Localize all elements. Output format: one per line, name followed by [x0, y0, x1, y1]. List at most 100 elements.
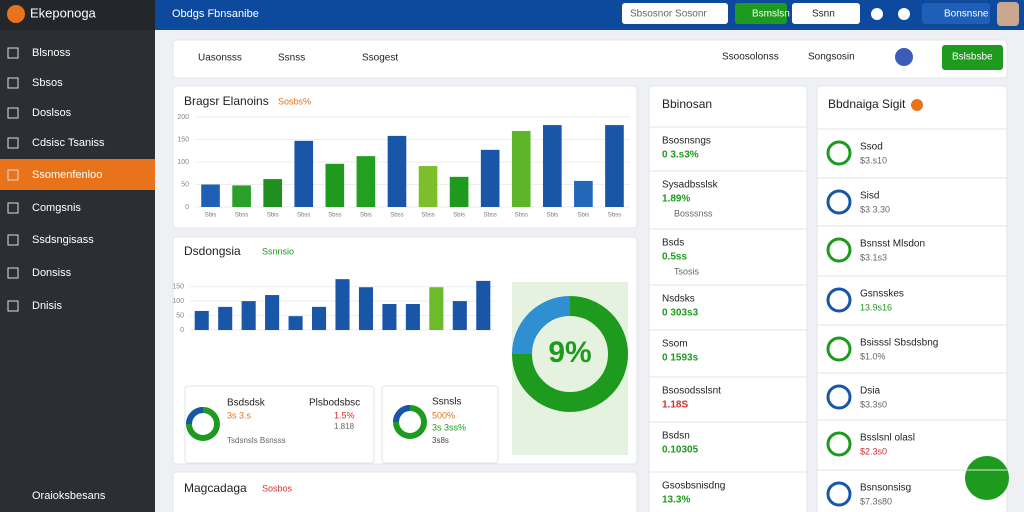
list-label[interactable]: Sisd	[860, 191, 879, 202]
list-card	[816, 85, 1008, 512]
list-label[interactable]: Gsnsskes	[860, 289, 904, 300]
card-title: Bbdnaiga Sigit	[828, 97, 906, 111]
button-label: Bsmslsn	[752, 9, 790, 20]
bar	[476, 280, 491, 330]
list-label[interactable]: Bsnsst Mlsdon	[860, 239, 925, 250]
icon[interactable]	[871, 8, 883, 20]
item-icon	[826, 336, 852, 362]
app-name: Ekeponoga	[30, 5, 97, 20]
nav-icon[interactable]	[7, 77, 19, 89]
card-title: Magcadaga	[184, 481, 247, 495]
mini-sub: 3s8s	[432, 436, 449, 445]
nav-item[interactable]: Blsnoss	[32, 47, 71, 59]
item-icon	[826, 189, 852, 215]
bar	[263, 179, 282, 207]
bar	[358, 287, 373, 330]
list-value: $2.3s0	[860, 446, 887, 456]
x-tick-label: Sbis	[360, 213, 372, 219]
nav-icon[interactable]	[7, 267, 19, 279]
list-value: 0 3.s3%	[662, 150, 699, 161]
mini-value: 1.5%	[334, 410, 355, 420]
icon	[911, 99, 923, 111]
nav-icon[interactable]	[7, 300, 19, 312]
x-tick-label: Sbss	[390, 213, 403, 219]
list-value: $3.3s0	[860, 399, 887, 409]
card-title: Dsdongsia	[184, 244, 241, 258]
nav-icon[interactable]	[7, 169, 19, 181]
button-label: Bonsnsne	[944, 9, 989, 20]
list-value: 1.18S	[662, 400, 688, 411]
bar	[480, 149, 500, 207]
list-label[interactable]: Ssod	[860, 142, 883, 153]
list-label[interactable]: Gsosbsnisdng	[662, 481, 725, 492]
nav-item[interactable]: Ssomenfenloo	[32, 169, 102, 181]
button[interactable]	[942, 45, 1003, 70]
nav-icon[interactable]	[7, 234, 19, 246]
button[interactable]	[735, 3, 787, 24]
tab: Ssnss	[278, 53, 305, 64]
fab[interactable]	[965, 456, 1009, 500]
nav-icon[interactable]	[7, 137, 19, 149]
list-label[interactable]: Sysadbsslsk	[662, 180, 719, 191]
list-card	[648, 85, 808, 512]
list-value: 0.10305	[662, 445, 699, 456]
nav-icon[interactable]	[7, 47, 19, 59]
badge: Sosbos	[262, 483, 293, 493]
list-label[interactable]: Bsdsn	[662, 431, 690, 442]
x-tick-label: Sbis	[205, 213, 217, 219]
list-label[interactable]: Bsosnsngs	[662, 136, 711, 147]
bar	[543, 125, 562, 207]
nav-item[interactable]: Sbsos	[32, 77, 63, 89]
bar	[449, 176, 469, 207]
nav-item[interactable]: Dnisis	[32, 300, 62, 312]
nav-item[interactable]: Doslsos	[32, 107, 72, 119]
mini-sub: Tsdsnsls Bsnsss	[227, 436, 286, 445]
bar	[194, 310, 209, 330]
avatar[interactable]	[895, 48, 913, 66]
filter: Ssoosolonss	[722, 52, 779, 63]
x-tick-label: Sbss	[328, 213, 341, 219]
toolbar	[172, 39, 1008, 79]
item-icon	[826, 431, 852, 457]
bar	[312, 306, 327, 330]
bar	[218, 306, 233, 330]
tab: Ssogest	[362, 53, 398, 64]
x-tick-label: Sbss	[608, 213, 621, 219]
item-icon	[826, 237, 852, 263]
list-note: Bosssnss	[674, 208, 713, 218]
bar	[405, 304, 420, 330]
list-label[interactable]: Ssom	[662, 339, 688, 350]
x-tick-label: Sbss	[297, 213, 310, 219]
nav-icon[interactable]	[7, 107, 19, 119]
avatar[interactable]	[997, 2, 1019, 26]
button[interactable]	[922, 3, 990, 24]
icon[interactable]	[898, 8, 910, 20]
list-label[interactable]: Bsisssl Sbsdsbng	[860, 338, 938, 349]
list-value: 0 1593s	[662, 353, 699, 364]
bar	[605, 125, 624, 207]
list-value: $3 3.30	[860, 204, 890, 214]
bar	[265, 295, 280, 330]
nav-item[interactable]: Donsiss	[32, 267, 72, 279]
y-tick-label: 100	[172, 298, 184, 305]
button[interactable]	[792, 3, 860, 24]
x-tick-label: Sbss	[484, 213, 497, 219]
list-label[interactable]: Bsnsonsisg	[860, 483, 911, 494]
search-box[interactable]	[622, 3, 728, 24]
nav-item[interactable]: Comgsnis	[32, 202, 81, 214]
bar	[335, 279, 350, 330]
bar	[418, 166, 438, 207]
list-label[interactable]: Bsosodsslsnt	[662, 386, 721, 397]
list-label[interactable]: Dsia	[860, 386, 880, 397]
bar	[241, 301, 256, 330]
list-value: 0 303s3	[662, 308, 699, 319]
list-label[interactable]: Bsds	[662, 238, 684, 249]
y-tick-label: 50	[176, 312, 184, 319]
nav-item[interactable]: Cdsisc Tsaniss	[32, 137, 105, 149]
x-tick-label: Sbss	[421, 213, 434, 219]
list-label[interactable]: Nsdsks	[662, 294, 695, 305]
nav-item[interactable]: Ssdsngisass	[32, 234, 94, 246]
list-label[interactable]: Bsslsnl olasl	[860, 433, 915, 444]
item-icon	[826, 384, 852, 410]
nav-icon[interactable]	[7, 202, 19, 214]
